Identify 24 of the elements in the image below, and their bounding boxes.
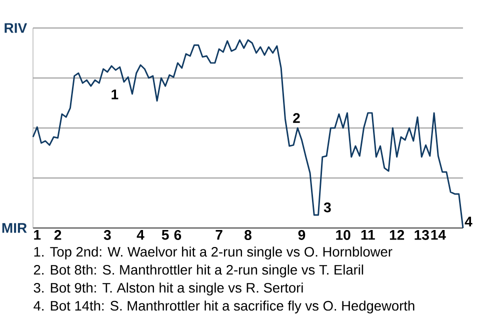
x-tick-label: 5 — [162, 230, 169, 240]
annotation: 3 — [324, 202, 331, 212]
x-tick-label: 7 — [216, 230, 222, 240]
x-tick-label: 13 — [414, 230, 429, 240]
x-tick-label: 1 — [34, 230, 41, 240]
annotation: 1 — [112, 90, 118, 100]
x-tick-label: 2 — [54, 230, 62, 240]
x-tick-label: 12 — [390, 230, 404, 240]
x-tick-label: 14 — [431, 230, 446, 240]
text: 4 — [464, 216, 472, 226]
text: 1. Top 2nd: W. Waelvor hit a 2-run single vs O. Hornblower — [34, 246, 392, 260]
x-tick-label: 10 — [336, 230, 350, 240]
x-tick-label: 11 — [361, 230, 375, 240]
x-tick-label: 3 — [104, 230, 111, 240]
x-tick-label: 8 — [244, 230, 252, 240]
x-tick-label: 4 — [136, 230, 144, 240]
text: 3. Bot 9th: T. Alston hit a single vs R. Sertori — [34, 282, 303, 296]
x-tick-label: 9 — [298, 230, 306, 240]
text: MIR — [2, 223, 27, 233]
annotation: 2 — [293, 113, 300, 123]
text: 4. Bot 14th: S. Manthrottler hit a sacrifice fly vs O. Hedgeworth — [34, 300, 414, 314]
text: 2. Bot 8th: S. Manthrottler hit a 2-run single vs T. Elaril — [34, 264, 364, 278]
text: RIV — [4, 23, 28, 33]
x-tick-label: 6 — [174, 230, 182, 240]
